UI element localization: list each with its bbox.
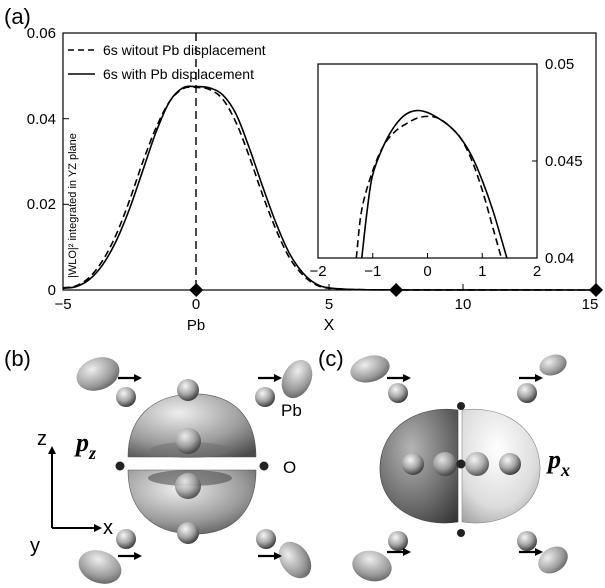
corner-lobe — [78, 550, 122, 584]
inset-y-tick-label: 0.05 — [545, 56, 574, 73]
central-sphere — [402, 453, 424, 475]
main-series-group — [62, 85, 597, 291]
o-atom — [259, 461, 269, 471]
o-label: O — [283, 458, 296, 477]
corner-lobe — [538, 546, 568, 574]
inset-y-tick-label: 0.045 — [545, 153, 583, 170]
central-sphere — [175, 428, 201, 454]
orbital-label-px: px — [546, 445, 570, 480]
corner-lobe — [76, 357, 120, 391]
inset-y-tick-label: 0.04 — [545, 250, 574, 267]
panel-c: (c) px — [318, 346, 570, 582]
x-axis-title: X — [324, 317, 335, 334]
central-sphere — [433, 452, 457, 476]
x-tick-label: 5 — [325, 296, 333, 313]
inset-series-with-displacement — [361, 109, 508, 259]
x-axis-label: x — [103, 517, 113, 539]
diamond-marker — [189, 283, 204, 297]
corner-lobe — [350, 355, 390, 383]
orbital-p: p — [546, 445, 561, 474]
inset-x-tick-label: −1 — [364, 263, 381, 280]
y-tick-label: 0.06 — [27, 25, 56, 42]
pb-sphere — [256, 529, 276, 549]
o-atom — [115, 461, 125, 471]
central-sphere — [177, 379, 199, 401]
orbital-sub-x: x — [560, 460, 570, 480]
y-axis-title: |WLO|² integrated in YZ plane — [67, 133, 79, 278]
diamond-marker — [589, 283, 603, 297]
y-tick-label: 0 — [48, 282, 56, 299]
corner-lobe — [539, 354, 567, 376]
y-axis-label: y — [30, 535, 40, 557]
x-tick-label: 0 — [192, 296, 200, 313]
panel-a: (a) 0 0.02 0.04 0.06 −5 0 5 10 15 Pb — [4, 4, 603, 334]
panel-b-label: (b) — [4, 346, 31, 371]
inset-series-group — [355, 109, 508, 259]
central-sphere — [177, 522, 199, 544]
main-series-with-displacement — [62, 85, 597, 291]
inset-x-tick-label: 1 — [478, 263, 486, 280]
x-tick-label: 15 — [582, 296, 599, 313]
legend-label: 6s witout Pb displacement — [103, 42, 266, 58]
orbital-sub-z: z — [88, 443, 96, 463]
x-tick-label: −5 — [54, 296, 71, 313]
pb-annotation: Pb — [187, 317, 205, 334]
panel-b: (b) Pb O pz z x — [4, 346, 313, 584]
orbital-label-pz: pz — [74, 428, 96, 463]
central-sphere — [175, 473, 201, 499]
y-tick-label: 0.04 — [27, 111, 56, 128]
pb-sphere — [517, 383, 537, 403]
inset-series-without-displacement — [355, 115, 503, 259]
pb-sphere — [388, 383, 408, 403]
o-atom — [456, 459, 466, 469]
inset-x-tick-label: 2 — [533, 263, 541, 280]
central-sphere — [465, 452, 489, 476]
corner-lobe — [281, 359, 313, 399]
inset: −2 −1 0 1 2 0.04 0.045 0.05 — [309, 56, 582, 280]
panel-a-label: (a) — [4, 4, 31, 29]
pb-sphere — [517, 531, 537, 551]
pb-sphere — [116, 387, 136, 407]
pb-sphere — [255, 387, 275, 407]
central-sphere — [499, 453, 521, 475]
x-tick-label: 10 — [455, 296, 472, 313]
inset-x-tick-label: −2 — [309, 263, 326, 280]
pb-sphere — [116, 529, 136, 549]
corner-lobe — [278, 541, 312, 579]
main-y-axis: 0 0.02 0.04 0.06 — [27, 25, 69, 299]
pb-sphere — [388, 531, 408, 551]
diamond-marker — [389, 283, 404, 297]
legend-label: 6s with Pb displacement — [103, 66, 254, 82]
diamond-markers — [189, 283, 603, 297]
main-x-axis: −5 0 5 10 15 Pb X — [54, 284, 598, 334]
orbital-p: p — [74, 428, 89, 457]
legend: 6s witout Pb displacement 6s with Pb dis… — [68, 42, 266, 82]
inset-x-tick-label: 0 — [423, 263, 431, 280]
panel-c-label: (c) — [318, 346, 344, 371]
o-atom — [457, 402, 465, 410]
pb-label: Pb — [281, 401, 302, 420]
z-axis-label: z — [37, 428, 47, 450]
y-tick-label: 0.02 — [27, 196, 56, 213]
corner-lobe — [352, 550, 392, 582]
o-atom — [457, 529, 465, 537]
inset-frame — [317, 63, 538, 259]
